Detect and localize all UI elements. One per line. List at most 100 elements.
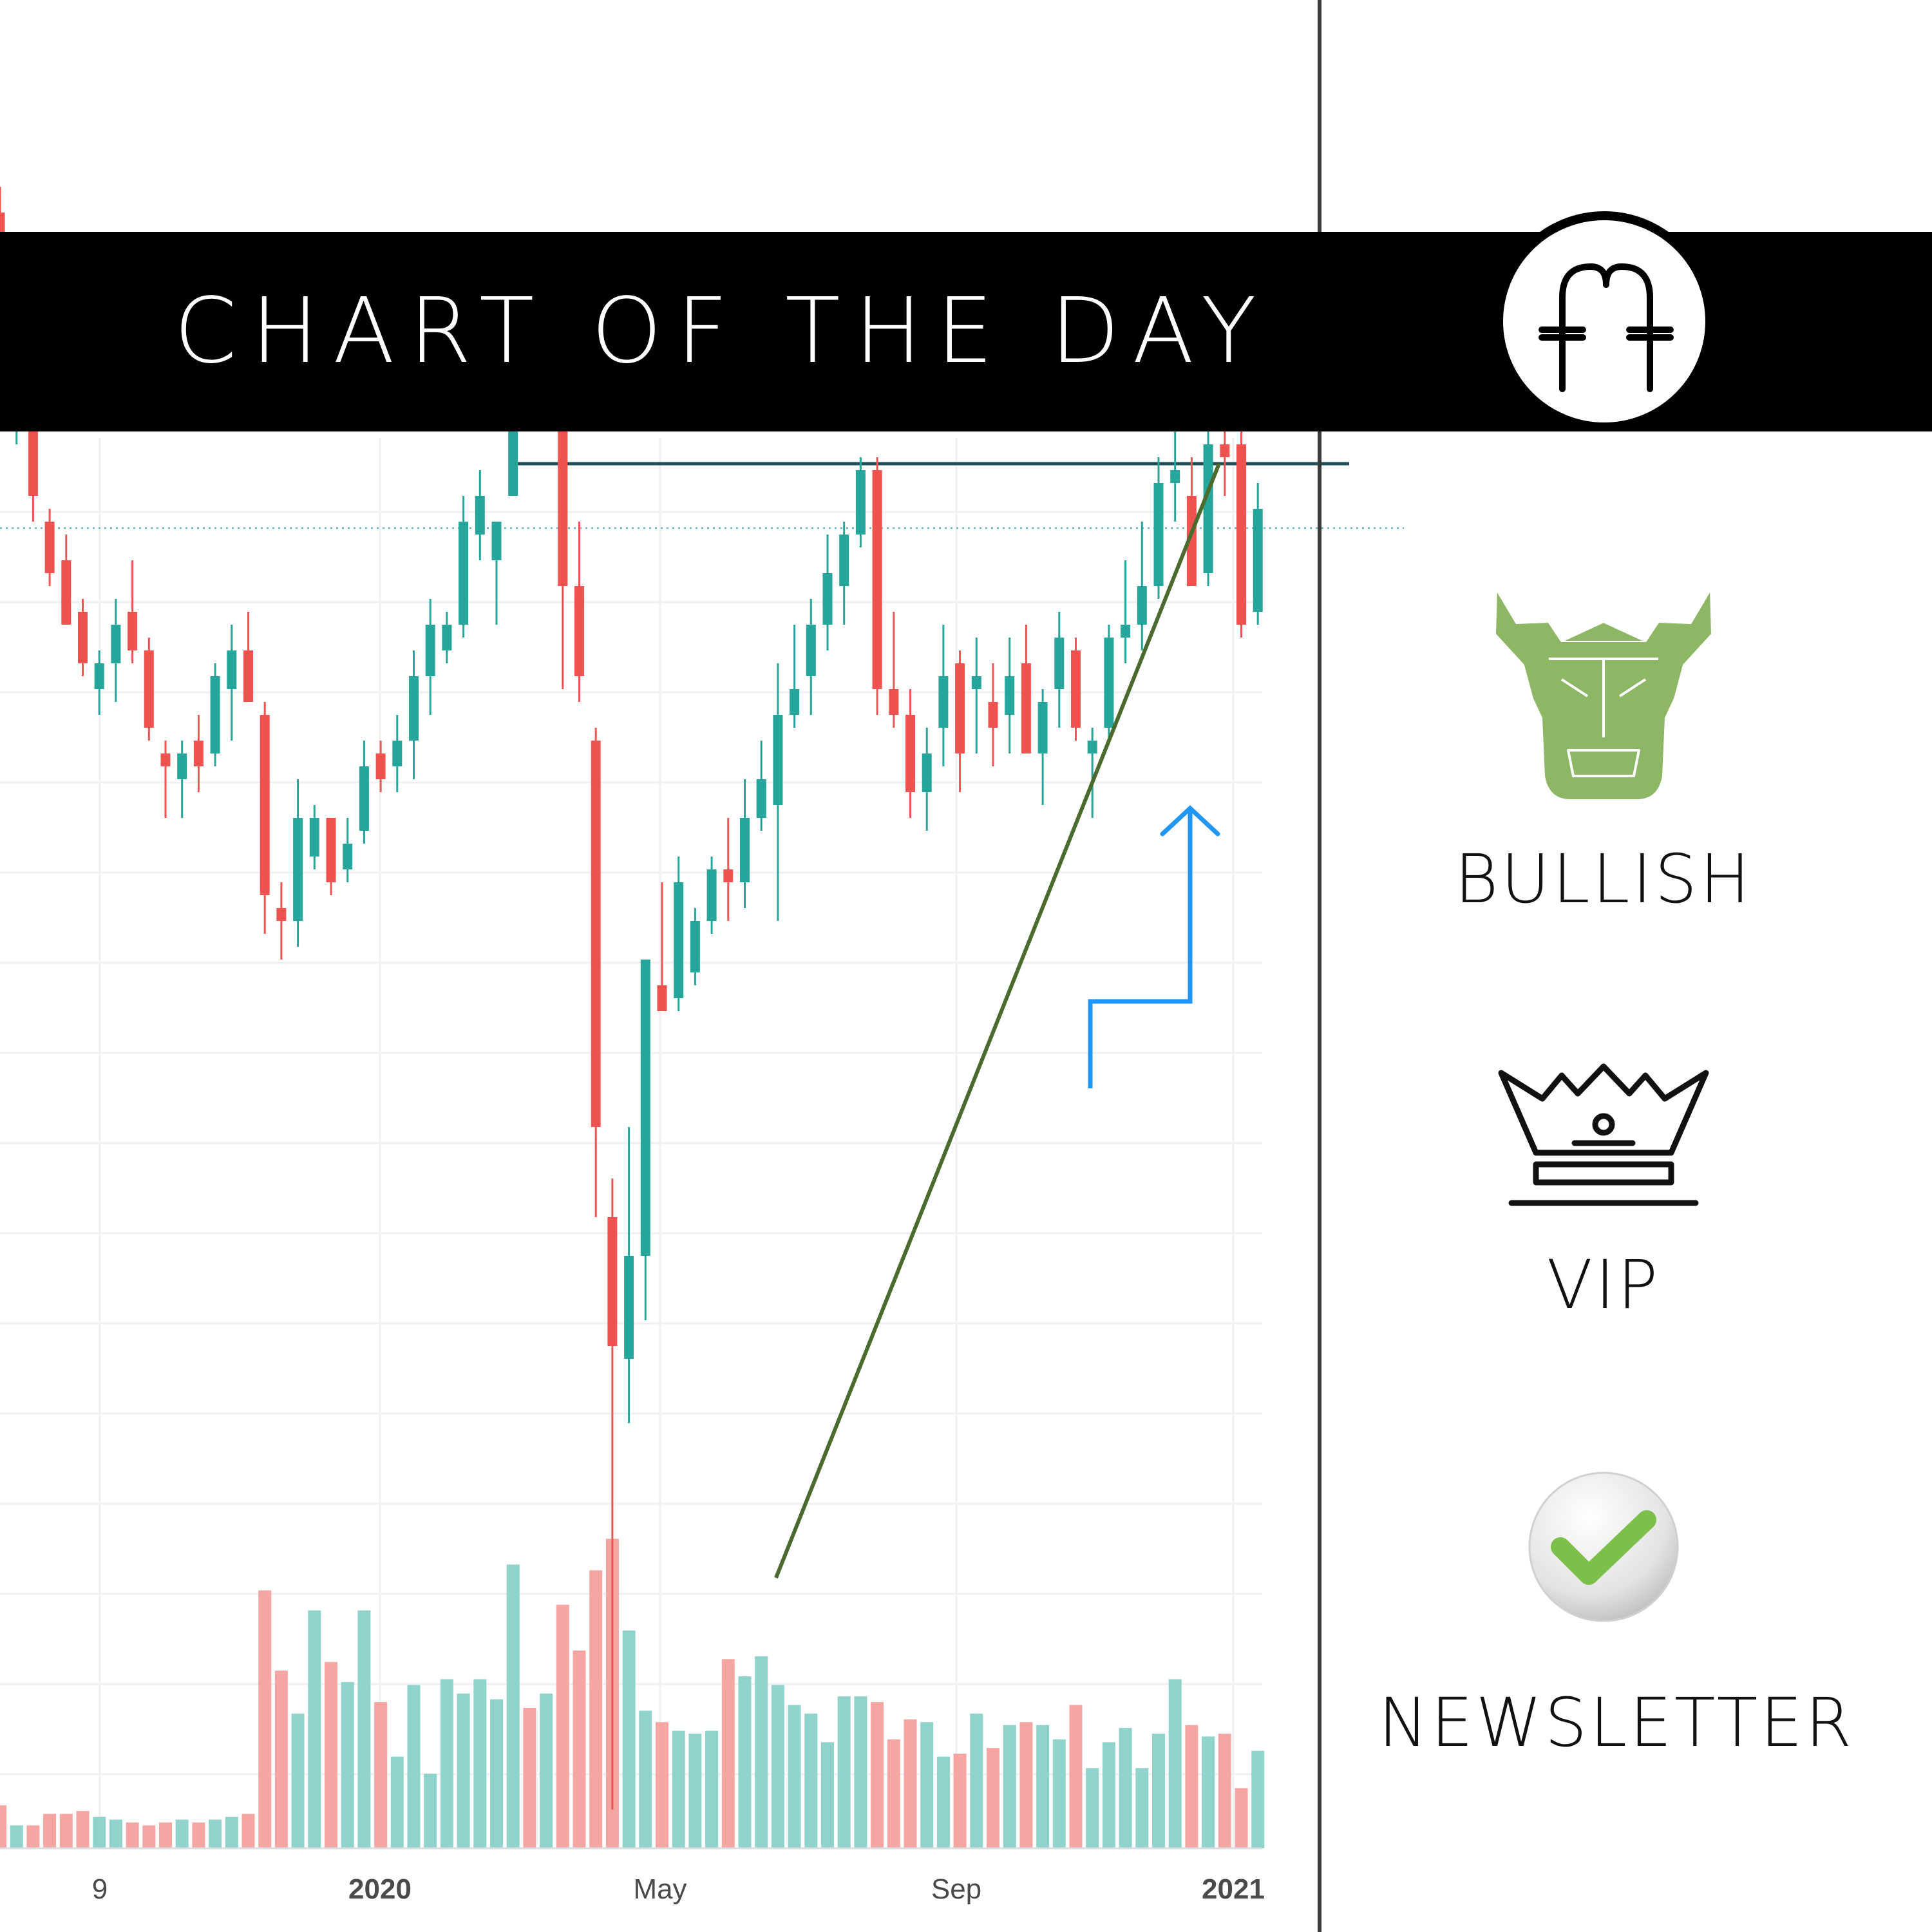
volume-bar [821, 1742, 834, 1848]
volume-bar [291, 1713, 305, 1848]
candle-body [160, 753, 171, 766]
candle [1104, 625, 1114, 741]
volume-bar [854, 1696, 867, 1848]
page-title: CHART OF THE DAY [174, 279, 1271, 384]
volume-bar [325, 1662, 337, 1848]
candle-body [459, 522, 469, 625]
candle [872, 457, 882, 715]
candle [475, 470, 485, 560]
candle [1054, 612, 1065, 728]
candle [657, 882, 667, 1011]
volume-bar [738, 1676, 752, 1848]
candle [144, 638, 154, 741]
candle-body [756, 779, 766, 818]
volume-bar [1202, 1736, 1215, 1848]
volume-bar [258, 1590, 272, 1848]
volume-bar [43, 1814, 57, 1848]
candle [276, 882, 287, 960]
candle-body [210, 676, 220, 753]
volume-bar [1036, 1725, 1050, 1848]
volume-bar [672, 1730, 685, 1848]
bull-icon [1491, 583, 1716, 805]
volume-bar [1218, 1734, 1231, 1848]
volume-bar [1135, 1768, 1149, 1848]
volume-bar [175, 1819, 189, 1848]
volume-bar [440, 1679, 453, 1848]
candle-body [1236, 444, 1246, 625]
candle [309, 805, 319, 869]
candle-body [607, 1217, 618, 1346]
candle [177, 741, 187, 818]
volume-bar [936, 1756, 950, 1848]
candle-body [392, 741, 402, 766]
candle [1220, 419, 1230, 496]
candle-body [773, 715, 783, 805]
volume-bar [589, 1570, 603, 1848]
candle [706, 857, 717, 934]
candle [839, 522, 849, 625]
candle [1153, 457, 1164, 599]
candle-body [574, 586, 584, 676]
volume-bar [93, 1817, 106, 1848]
candle [160, 741, 171, 818]
candle [210, 663, 220, 766]
candle-body [44, 522, 55, 573]
candle [1253, 483, 1263, 625]
candle-body [624, 1256, 634, 1359]
volume-bar [953, 1754, 967, 1848]
volume-bar [1119, 1728, 1132, 1848]
candle-body [558, 419, 568, 586]
volume-bar [10, 1825, 23, 1848]
candle [938, 625, 949, 766]
candle-body [343, 844, 353, 869]
volume-bar [341, 1681, 354, 1848]
candle-body [690, 921, 700, 972]
checkmark-icon[interactable] [1523, 1468, 1684, 1629]
candle [723, 818, 734, 921]
volume-bar [556, 1604, 569, 1848]
candle-body [293, 818, 303, 921]
volume-bar [804, 1713, 818, 1848]
candle-body [723, 869, 734, 882]
candle-body [971, 676, 981, 689]
candle-body [78, 612, 88, 663]
candle [674, 857, 684, 1011]
candle [111, 599, 121, 702]
volume-bar [159, 1822, 172, 1848]
volume-bar [920, 1722, 934, 1848]
candle [1121, 560, 1131, 663]
volume-bar [837, 1696, 851, 1848]
candle [1170, 419, 1180, 522]
candle [442, 612, 452, 663]
volume-bar [755, 1656, 768, 1848]
volume-bar [1185, 1725, 1198, 1848]
candle-body [938, 676, 949, 728]
candle-body [260, 715, 270, 895]
volume-bar [656, 1722, 668, 1848]
candle-body [177, 753, 187, 779]
volume-bar [705, 1730, 719, 1848]
volume-bar [1235, 1788, 1248, 1848]
volume-bar [109, 1819, 122, 1848]
volume-bar [76, 1811, 90, 1848]
candle [971, 638, 981, 753]
candle-body [1186, 496, 1197, 586]
candle [773, 663, 783, 921]
candle [740, 779, 750, 908]
candle-body [128, 612, 138, 650]
candle [193, 715, 204, 792]
candle-body [326, 818, 336, 882]
candle [905, 689, 915, 818]
candle-body [706, 869, 717, 921]
x-axis: 9 2020 May Sep 2021 [0, 1847, 1265, 1905]
vip-label: VIP [1546, 1245, 1661, 1324]
candle [591, 728, 601, 1217]
crown-icon [1497, 1063, 1710, 1214]
candle-body [822, 573, 833, 625]
candle [1236, 419, 1246, 638]
candle-body [1021, 663, 1031, 753]
candle [1137, 522, 1147, 650]
annotations [774, 462, 1221, 1579]
candle-body [1203, 444, 1213, 573]
candle [1203, 419, 1213, 586]
